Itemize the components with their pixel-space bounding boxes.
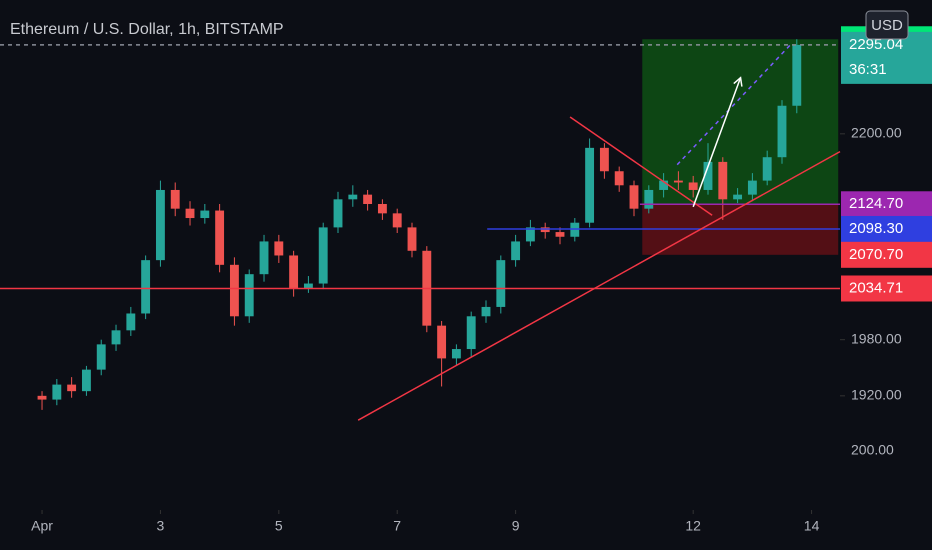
candle-body — [703, 161, 713, 190]
x-tick-label: 14 — [804, 518, 820, 534]
candle-body — [496, 260, 506, 307]
plot-area — [0, 39, 841, 421]
x-tick-label: 3 — [157, 518, 165, 534]
candle-body — [792, 44, 802, 106]
price-label: 2295.04 — [849, 36, 903, 53]
y-tick-label: 1920.00 — [851, 387, 902, 403]
x-tick-label: 9 — [512, 518, 520, 534]
candle-body — [52, 384, 62, 400]
candle-body — [141, 260, 151, 314]
candle-body — [37, 395, 47, 400]
candle-body — [481, 306, 491, 317]
candle-body — [229, 264, 239, 317]
candle-body — [348, 194, 358, 200]
candle-body — [718, 161, 728, 200]
candle-body — [215, 210, 225, 265]
candle-body — [747, 180, 757, 195]
candle-body — [629, 185, 639, 209]
candle-body — [67, 384, 77, 392]
candle-body — [170, 189, 180, 209]
price-label-box — [841, 31, 932, 84]
candle-body — [511, 241, 521, 261]
y-axis-label: 200.00 — [851, 442, 894, 458]
zone — [642, 39, 839, 205]
candle-body — [185, 208, 195, 219]
candle-body — [333, 199, 343, 228]
candle-body — [733, 194, 743, 200]
y-tick-label: 1980.00 — [851, 330, 902, 346]
x-tick-label: 7 — [393, 518, 401, 534]
arrow — [692, 77, 742, 208]
price-label-box — [841, 275, 932, 302]
candle-body — [126, 313, 136, 331]
candle-body — [363, 194, 373, 204]
candle-body — [659, 180, 669, 190]
price-label: 2034.71 — [849, 279, 903, 296]
candle-body — [407, 227, 417, 251]
candle-body — [155, 189, 165, 261]
candle-body — [451, 349, 461, 359]
price-label-box — [841, 215, 932, 242]
candle-body — [274, 241, 284, 256]
price-label-box — [841, 241, 932, 268]
candle-body — [377, 204, 387, 214]
candle-body — [111, 330, 121, 345]
y-tick-label: 2200.00 — [851, 125, 902, 141]
price-label: 2124.70 — [849, 195, 903, 212]
candle-body — [585, 147, 595, 223]
x-tick-label: 12 — [685, 518, 701, 534]
candle-body — [318, 227, 328, 284]
price-label-box — [841, 191, 932, 218]
candle-body — [762, 157, 772, 181]
countdown: 36:31 — [849, 61, 887, 78]
currency-button[interactable]: USD — [871, 17, 903, 34]
candle-body — [81, 369, 91, 392]
candle-body — [259, 241, 269, 275]
candle-body — [303, 283, 313, 289]
candle-body — [525, 227, 535, 242]
arrow-head — [733, 76, 743, 87]
candle-body — [777, 105, 787, 158]
price-label: 2098.30 — [849, 220, 903, 237]
candle-body — [289, 255, 299, 289]
drawing-line — [569, 116, 713, 216]
chart-title: Ethereum / U.S. Dollar, 1h, BITSTAMP — [10, 21, 284, 38]
candle-body — [673, 180, 683, 183]
drawing-line — [357, 150, 841, 421]
candle-body — [244, 274, 254, 317]
candle-body — [466, 316, 476, 350]
candle-body — [200, 210, 210, 219]
candle-body — [437, 325, 447, 359]
drawing-line — [676, 44, 791, 166]
candle-body — [96, 344, 106, 370]
candle-body — [688, 182, 698, 190]
price-label: 2070.70 — [849, 246, 903, 263]
currency-button-bg — [865, 10, 909, 40]
x-tick-label: 5 — [275, 518, 283, 534]
x-tick-label: Apr — [31, 518, 53, 534]
candle-body — [599, 147, 609, 172]
candle-body — [392, 213, 402, 228]
candle-body — [644, 189, 654, 209]
candle-body — [614, 171, 624, 186]
candle-body — [555, 232, 565, 237]
